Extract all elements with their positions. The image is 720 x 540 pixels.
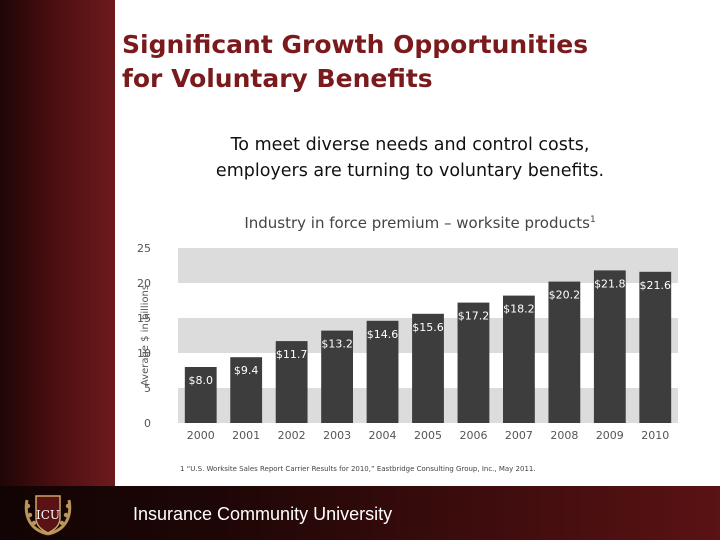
footer-bar xyxy=(0,486,720,540)
y-tick-label: 25 xyxy=(137,242,151,255)
laurel-wreath-icon xyxy=(24,499,72,536)
bar-2004 xyxy=(366,320,399,423)
data-label-2003: $13.2 xyxy=(321,338,353,351)
x-tick-label-2009: 2009 xyxy=(596,429,624,442)
data-label-2008: $20.2 xyxy=(549,289,581,302)
footnote: 1 “U.S. Worksite Sales Report Carrier Re… xyxy=(180,465,536,473)
x-tick-label-2010: 2010 xyxy=(641,429,669,442)
logo-text: ICU xyxy=(36,508,60,522)
data-label-2009: $21.8 xyxy=(594,277,626,290)
data-label-2000: $8.0 xyxy=(188,374,213,387)
data-label-2001: $9.4 xyxy=(234,364,259,377)
footer-org-name: Insurance Community University xyxy=(133,504,393,524)
data-label-2002: $11.7 xyxy=(276,348,308,361)
y-tick-label: 10 xyxy=(137,347,151,360)
x-tick-label-2006: 2006 xyxy=(459,429,487,442)
y-axis-label: Average $ in billions xyxy=(140,285,151,386)
chart-title: Industry in force premium – worksite pro… xyxy=(150,214,690,232)
bar-2009 xyxy=(593,270,626,423)
bar-2003 xyxy=(321,330,353,423)
bar-2008 xyxy=(548,281,581,423)
x-tick-label-2000: 2000 xyxy=(187,429,215,442)
x-tick-label-2004: 2004 xyxy=(369,429,397,442)
chart-title-text: Industry in force premium – worksite pro… xyxy=(244,214,590,232)
y-tick-label: 5 xyxy=(144,382,151,395)
data-label-2005: $15.6 xyxy=(412,321,444,334)
bar-2001 xyxy=(230,357,263,423)
bar-2005 xyxy=(412,313,444,423)
icu-logo: ICU xyxy=(24,495,72,536)
data-label-2004: $14.6 xyxy=(367,328,399,341)
x-tick-label-2007: 2007 xyxy=(505,429,533,442)
side-panel xyxy=(0,0,115,486)
slide-title-line-2: for Voluntary Benefits xyxy=(122,64,433,93)
bar-2007 xyxy=(503,295,535,423)
slide-subtitle-line-2: employers are turning to voluntary benef… xyxy=(215,161,605,181)
slide-subtitle-line-1: To meet diverse needs and control costs, xyxy=(230,135,590,155)
slide-title: Significant Growth Opportunities for Vol… xyxy=(122,28,682,96)
slide-subtitle: To meet diverse needs and control costs,… xyxy=(150,132,670,184)
bar-2000 xyxy=(184,367,217,423)
data-label-2007: $18.2 xyxy=(503,303,534,316)
bar-2002 xyxy=(275,341,308,423)
x-tick-label-2002: 2002 xyxy=(278,429,306,442)
data-label-2006: $17.2 xyxy=(458,310,490,323)
slide-title-line-1: Significant Growth Opportunities xyxy=(122,30,589,59)
bar-chart: 0 5 10 15 20 25 Average $ in billions $8.0 2000 $… xyxy=(137,242,678,442)
bar-2010 xyxy=(639,271,672,423)
x-tick-label-2005: 2005 xyxy=(414,429,442,442)
x-tick-label-2001: 2001 xyxy=(232,429,260,442)
y-tick-label: 15 xyxy=(137,312,151,325)
y-tick-label: 0 xyxy=(144,417,151,430)
y-tick-label: 20 xyxy=(137,277,151,290)
x-tick-label-2003: 2003 xyxy=(323,429,351,442)
shield-icon xyxy=(35,495,61,534)
bar-2006 xyxy=(457,302,490,423)
chart-title-footnote-mark: 1 xyxy=(589,215,596,225)
data-label-2010: $21.6 xyxy=(640,279,672,292)
x-tick-label-2008: 2008 xyxy=(550,429,578,442)
